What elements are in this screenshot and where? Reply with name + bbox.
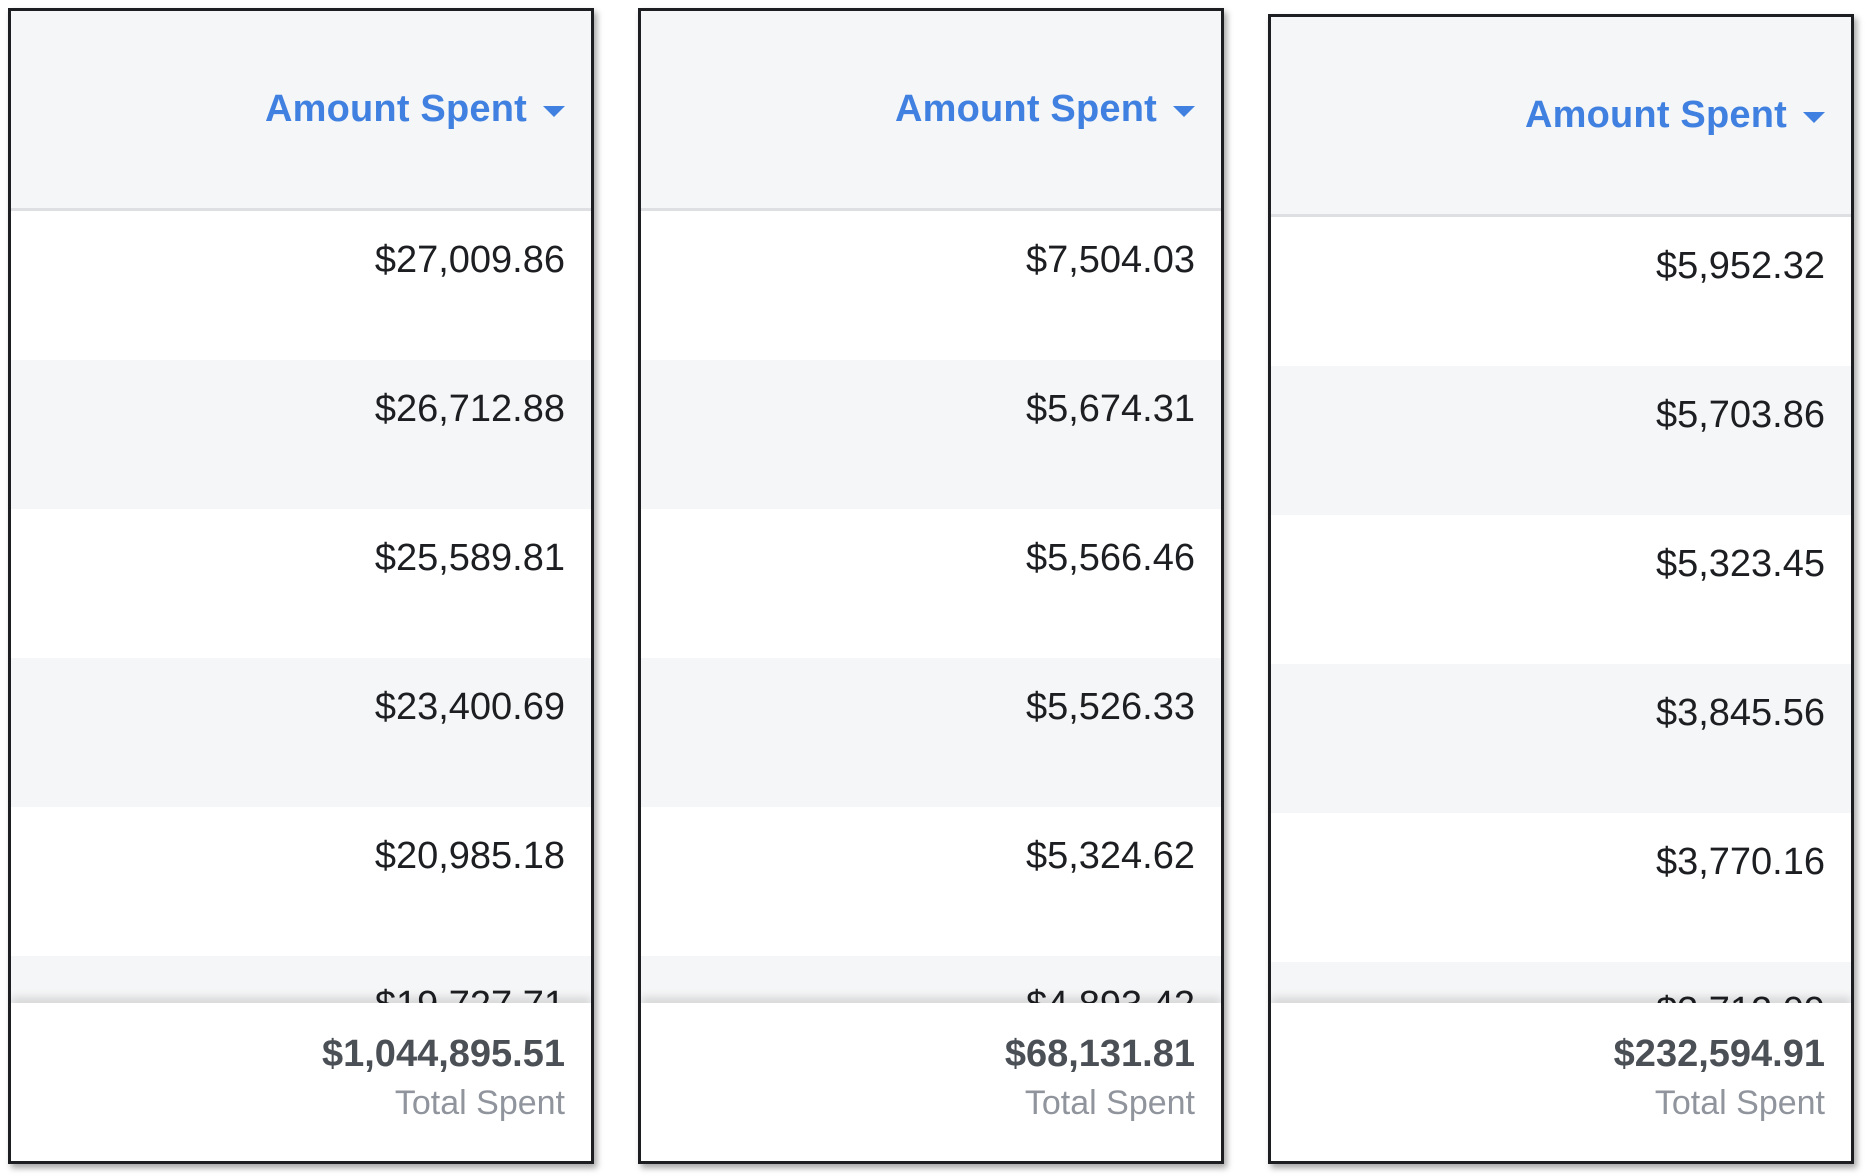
table-row: $26,712.88: [11, 360, 591, 509]
column-header-label[interactable]: Amount Spent: [894, 88, 1157, 130]
total-spent-label: Total Spent: [1024, 1084, 1195, 1122]
total-spent-value: $68,131.81: [1004, 1033, 1195, 1075]
column-header-label[interactable]: Amount Spent: [1524, 94, 1787, 136]
table-footer-total: $1,044,895.51 Total Spent: [11, 1003, 591, 1161]
table-row: $5,674.31: [641, 360, 1221, 509]
table-row: $20,985.18: [374, 835, 565, 877]
table-row: $19,727.71: [11, 956, 591, 1011]
table-row: $5,324.62: [1025, 835, 1195, 877]
table-row: $27,009.86: [374, 239, 565, 281]
sort-descending-icon[interactable]: [543, 106, 565, 117]
total-spent-value: $232,594.91: [1613, 1033, 1825, 1075]
table-footer-total: $232,594.91 Total Spent: [1271, 1003, 1851, 1161]
table-row: $5,526.33: [641, 658, 1221, 807]
sort-descending-icon[interactable]: [1803, 112, 1825, 123]
column-header-label[interactable]: Amount Spent: [264, 88, 527, 130]
table-row: $5,323.45: [1655, 543, 1825, 585]
table-body: $27,009.86 $26,712.88 $25,589.81 $23,400…: [11, 211, 591, 1011]
spend-table-panel-2: Amount Spent $7,504.03 $5,674.31 $5,566.…: [638, 8, 1224, 1164]
table-row: $7,504.03: [1025, 239, 1195, 281]
table-row: $3,845.56: [1271, 664, 1851, 813]
table-row: $23,400.69: [11, 658, 591, 807]
spend-table-panel-1: Amount Spent $27,009.86 $26,712.88 $25,5…: [8, 8, 594, 1164]
column-header-amount-spent[interactable]: Amount Spent: [11, 11, 591, 211]
table-footer-total: $68,131.81 Total Spent: [641, 1003, 1221, 1161]
sort-descending-icon[interactable]: [1173, 106, 1195, 117]
column-header-amount-spent[interactable]: Amount Spent: [1271, 17, 1851, 217]
table-body: $5,952.32 $5,703.86 $5,323.45 $3,845.56 …: [1271, 217, 1851, 1017]
table-row: $25,589.81: [374, 537, 565, 579]
table-row: $5,952.32: [1655, 245, 1825, 287]
spend-table-panel-3: Amount Spent $5,952.32 $5,703.86 $5,323.…: [1268, 14, 1854, 1164]
table-row: $5,703.86: [1271, 366, 1851, 515]
table-row: $5,566.46: [1025, 537, 1195, 579]
total-spent-label: Total Spent: [394, 1084, 565, 1122]
column-header-amount-spent[interactable]: Amount Spent: [641, 11, 1221, 211]
total-spent-value: $1,044,895.51: [321, 1033, 565, 1075]
table-row: $3,770.16: [1655, 841, 1825, 883]
total-spent-label: Total Spent: [1654, 1084, 1825, 1122]
table-body: $7,504.03 $5,674.31 $5,566.46 $5,526.33 …: [641, 211, 1221, 1011]
